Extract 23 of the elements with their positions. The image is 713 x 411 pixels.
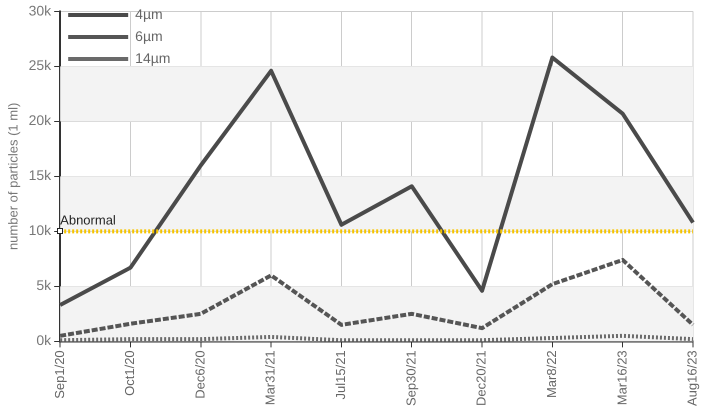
x-tick-label: Dec20/21 — [474, 350, 489, 406]
y-axis-title: number of particles (1 ml) — [5, 102, 20, 250]
x-tick-label: Sep30/21 — [403, 350, 418, 406]
y-tick-label: 0k — [36, 332, 52, 348]
line-series — [58, 258, 695, 338]
y-tick-label: 15k — [28, 167, 52, 184]
y-tick-label: 20k — [28, 112, 52, 128]
y-tick-label: 5k — [36, 277, 52, 294]
x-tick-label: Mar8/22 — [544, 350, 559, 398]
y-tick-label: 25k — [28, 57, 52, 74]
legend-label: 4µm — [135, 6, 163, 22]
ref-line-label: Abnormal — [60, 212, 116, 228]
x-tick-label: Sep1/20 — [52, 350, 67, 399]
x-tick-label: Mar31/21 — [262, 350, 278, 406]
legend-label: 14µm — [135, 50, 170, 66]
legend-label: 6µm — [135, 28, 163, 44]
y-tick-label: 10k — [28, 222, 52, 238]
y-tick-label: 30k — [28, 2, 52, 18]
x-tick-label: Dec6/20 — [192, 350, 208, 399]
x-tick-label: Aug16/23 — [684, 350, 700, 406]
x-tick-label: Jul15/21 — [333, 350, 348, 400]
x-tick-label: Oct1/20 — [122, 350, 138, 396]
x-tick-label: Mar16/23 — [614, 350, 630, 406]
